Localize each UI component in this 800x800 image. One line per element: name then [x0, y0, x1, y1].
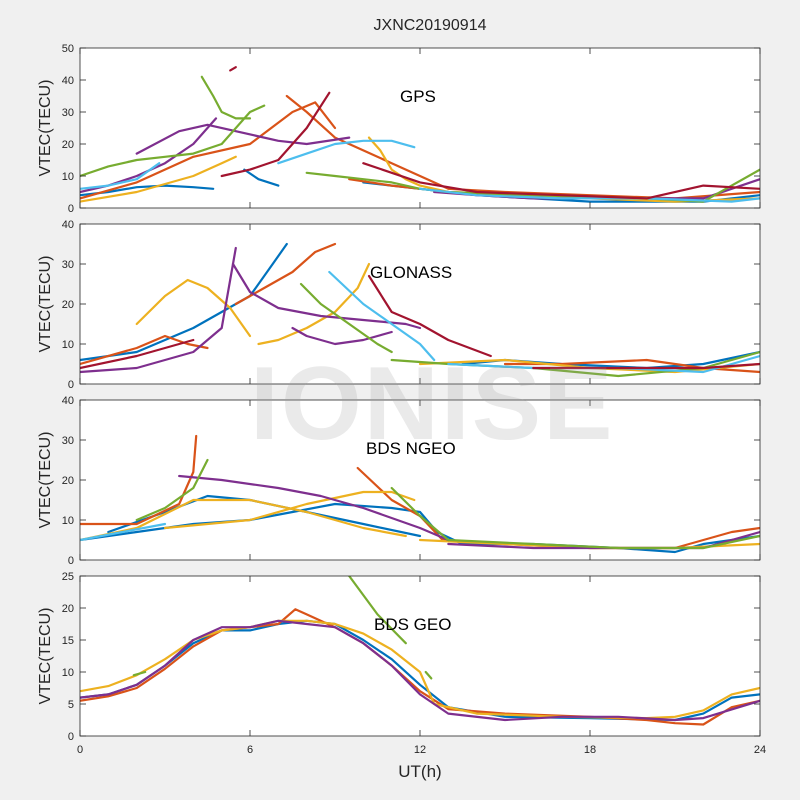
series-group: [80, 242, 760, 378]
y-tick-label: 20: [62, 139, 74, 151]
series-line: [257, 262, 371, 346]
series-line: [220, 91, 331, 178]
series-line: [135, 123, 351, 155]
series-line: [348, 576, 407, 645]
panel-gps: 0 10 20 30 40 50 VTEC(TECU) GPS: [37, 43, 761, 215]
series-line: [291, 326, 393, 346]
y-tick-label: 20: [62, 475, 74, 487]
series-line: [367, 136, 760, 203]
series-line: [80, 619, 760, 722]
panel-bds-geo: 0 5 10 15 20 25 0 6 12 18 24 VTEC(TECU) BDS GEO UT(h): [37, 571, 766, 781]
x-tick-label: 12: [414, 744, 426, 756]
y-tick-label: 40: [62, 219, 74, 231]
series-line: [80, 522, 167, 542]
figure-title: JXNC20190914: [374, 17, 487, 34]
x-tick-label: 0: [77, 744, 83, 756]
series-line: [532, 362, 760, 370]
series-line: [243, 168, 280, 187]
y-axis-label: VTEC(TECU): [37, 80, 54, 177]
series-group: [80, 434, 760, 554]
series-line: [80, 434, 198, 526]
y-axis-label: VTEC(TECU): [37, 256, 54, 353]
y-axis-label: VTEC(TECU): [37, 608, 54, 705]
y-tick-label: 0: [68, 379, 74, 391]
y-tick-label: 30: [62, 435, 74, 447]
panel-glonass: 0 10 20 30 40 VTEC(TECU) GLONASS: [37, 219, 761, 391]
x-tick-label: 6: [247, 744, 253, 756]
y-tick-label: 5: [68, 699, 74, 711]
y-tick-label: 0: [68, 203, 74, 215]
panel-bds-ngeo: 0 10 20 30 40 VTEC(TECU) BDS NGEO: [37, 395, 761, 567]
series-line: [178, 474, 450, 542]
y-tick-label: 40: [62, 395, 74, 407]
plot-area: [80, 48, 760, 208]
series-line: [80, 334, 209, 366]
panel-label: BDS NGEO: [366, 439, 456, 458]
panel-label: GPS: [400, 87, 436, 106]
series-line: [390, 350, 760, 378]
series-line: [277, 139, 416, 165]
series-line: [80, 162, 161, 190]
series-group: [80, 66, 760, 203]
y-tick-label: 25: [62, 571, 74, 583]
y-tick-label: 0: [68, 731, 74, 743]
plot-area: [80, 576, 760, 736]
x-tick-label: 18: [584, 744, 596, 756]
y-tick-label: 10: [62, 667, 74, 679]
y-tick-label: 20: [62, 603, 74, 615]
series-line: [80, 242, 288, 362]
series-line: [362, 162, 760, 200]
series-line: [80, 155, 237, 203]
x-tick-label: 24: [754, 744, 766, 756]
series-line: [231, 262, 422, 330]
panel-label: GLONASS: [370, 263, 452, 282]
x-axis-label: UT(h): [398, 762, 441, 781]
plot-area: [80, 400, 760, 560]
series-line: [234, 242, 337, 306]
y-tick-label: 50: [62, 43, 74, 55]
series-line: [367, 274, 492, 358]
panel-label: BDS GEO: [374, 615, 451, 634]
series-group: [80, 576, 760, 726]
series-line: [299, 282, 393, 354]
series-line: [163, 490, 416, 530]
series-line: [328, 270, 436, 362]
series-line: [200, 75, 252, 120]
plot-area: [80, 224, 760, 384]
y-tick-label: 15: [62, 635, 74, 647]
y-tick-label: 30: [62, 107, 74, 119]
y-tick-label: 40: [62, 75, 74, 87]
series-line: [80, 498, 407, 542]
y-tick-label: 20: [62, 299, 74, 311]
y-axis-label: VTEC(TECU): [37, 432, 54, 529]
series-line: [229, 66, 237, 72]
series-line: [132, 670, 147, 677]
y-tick-label: 10: [62, 515, 74, 527]
series-line: [80, 101, 337, 200]
y-tick-label: 10: [62, 171, 74, 183]
series-line: [135, 278, 252, 338]
series-line: [135, 458, 209, 522]
y-tick-label: 10: [62, 339, 74, 351]
series-line: [418, 187, 760, 203]
series-line: [80, 338, 195, 370]
y-tick-label: 0: [68, 555, 74, 567]
series-line: [424, 670, 433, 680]
y-tick-label: 30: [62, 259, 74, 271]
series-line: [390, 486, 760, 550]
series-line: [80, 246, 237, 374]
series-line: [80, 619, 760, 720]
